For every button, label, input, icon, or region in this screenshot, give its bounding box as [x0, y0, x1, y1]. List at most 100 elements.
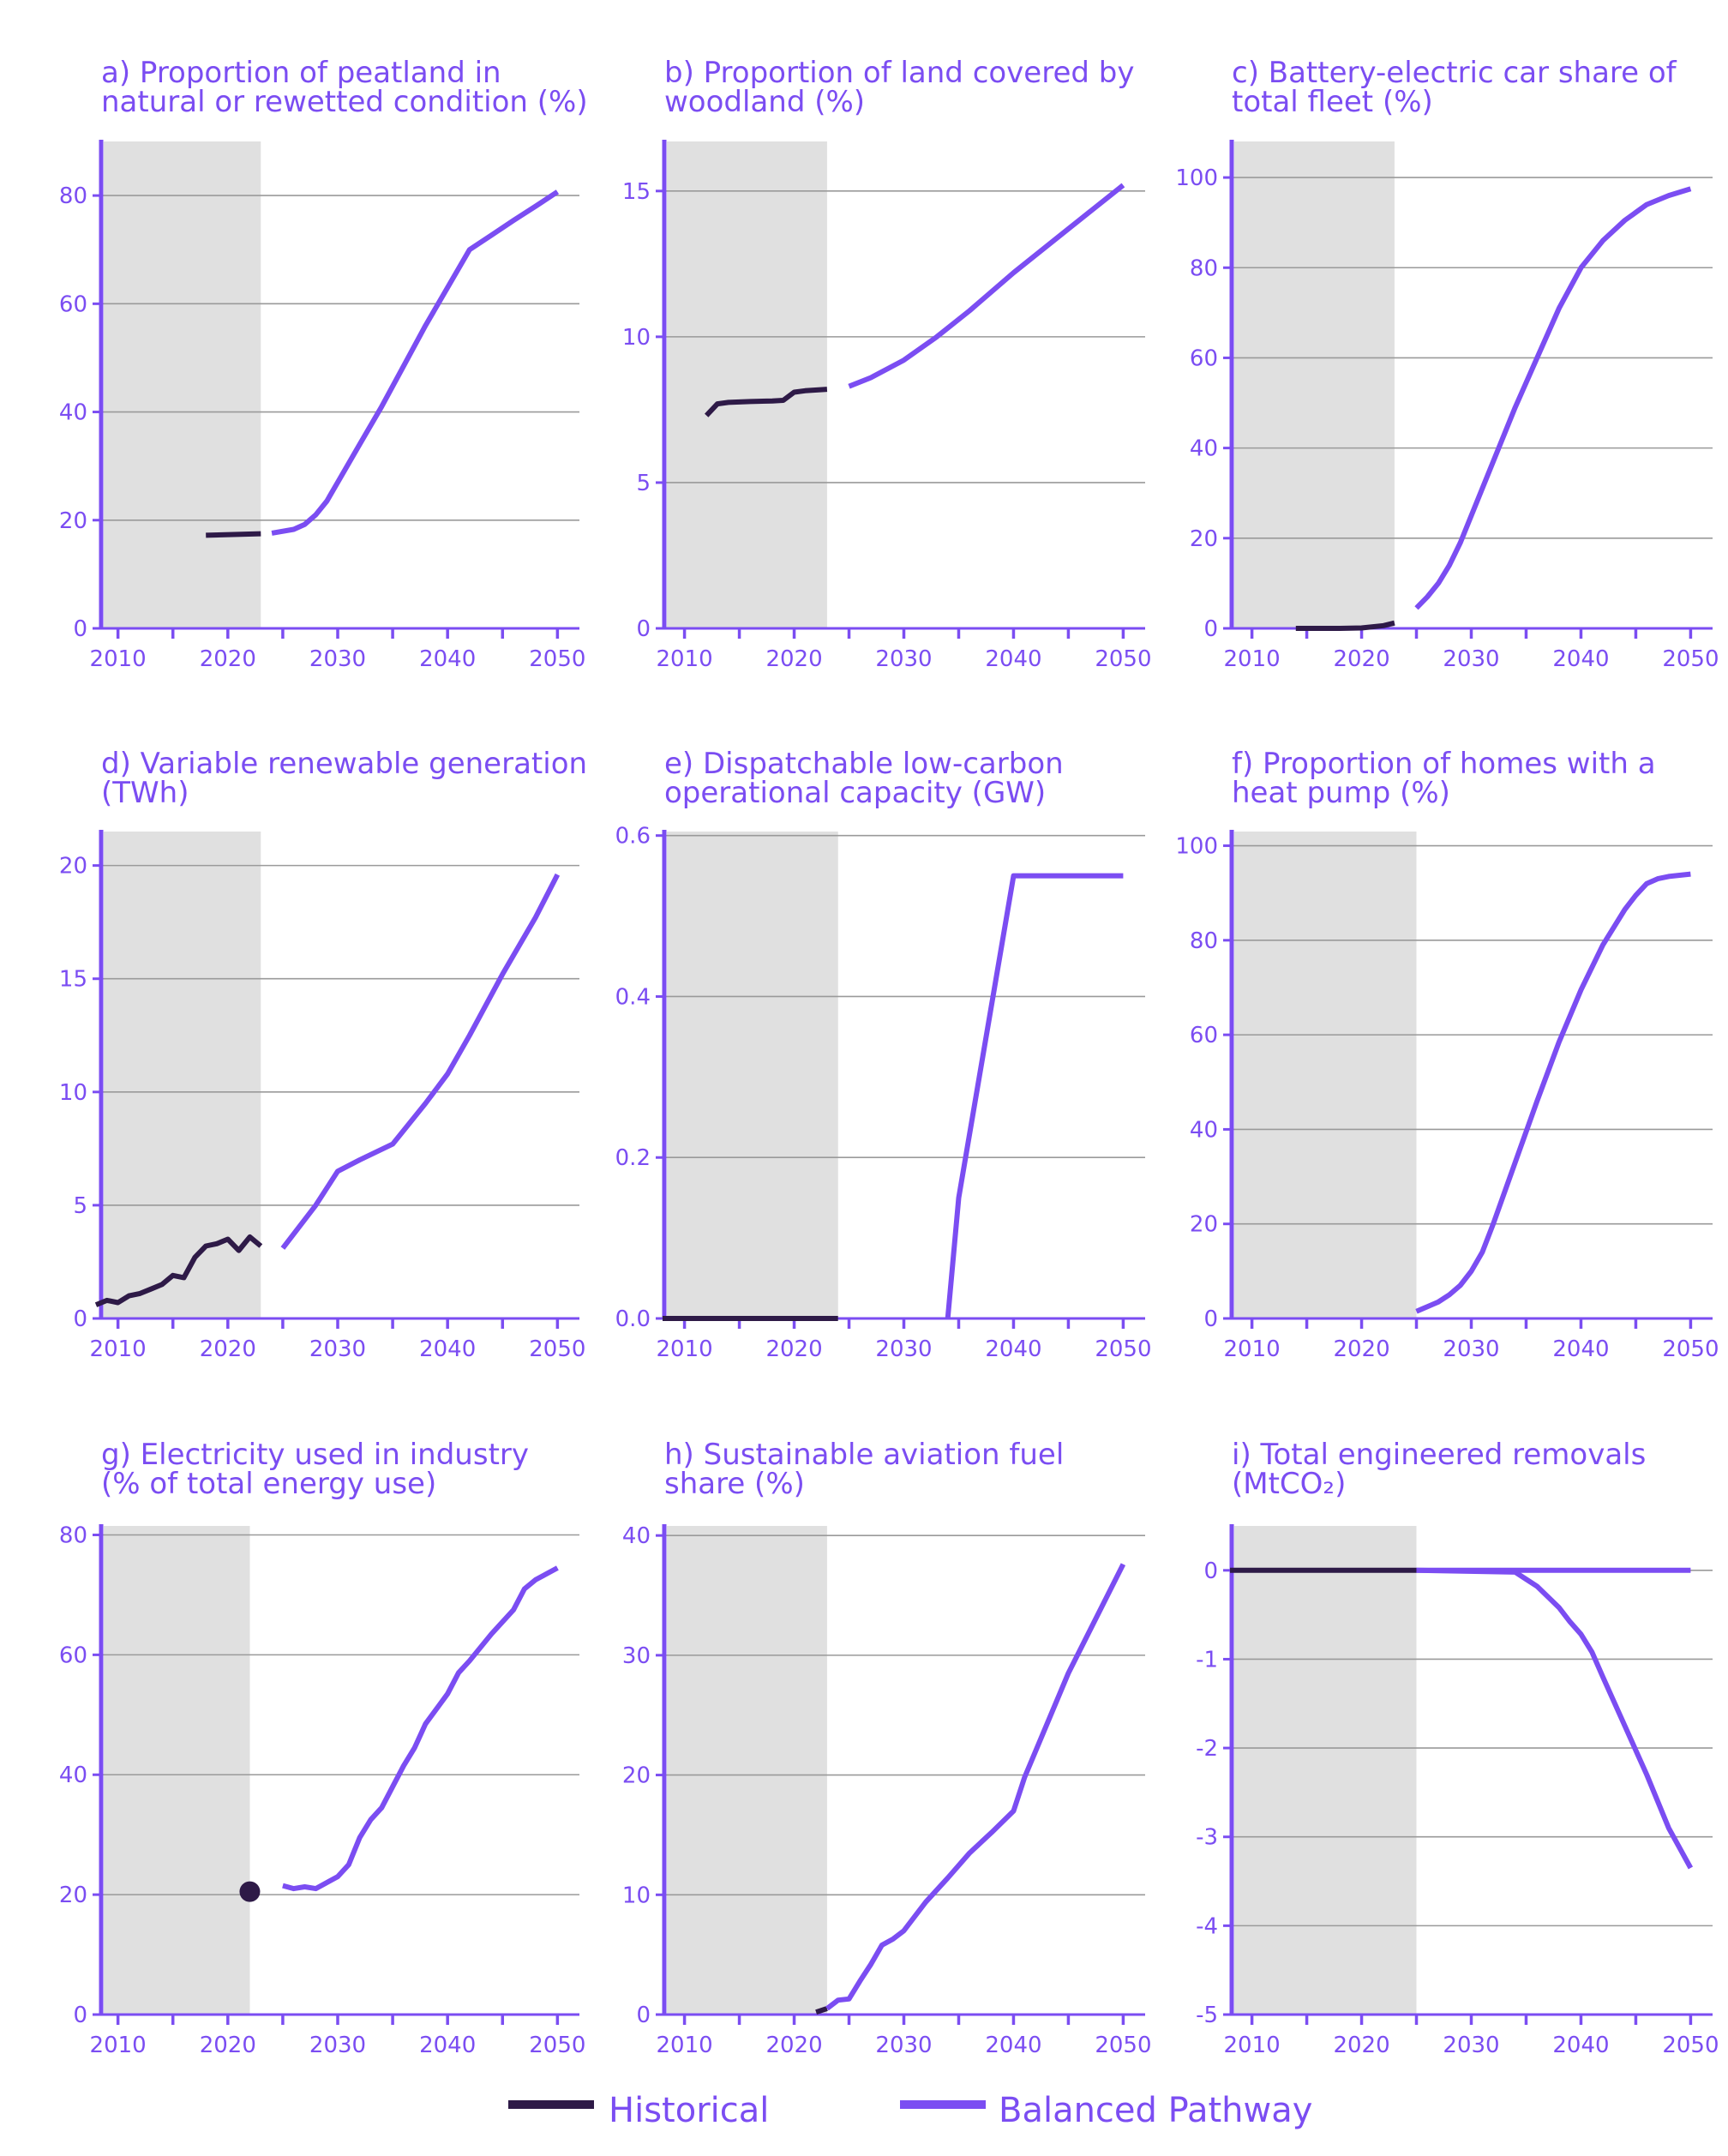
panel-b: 0 5 10 15 2010 2020 2030 2040 2050 b) Proportion … [622, 56, 1152, 672]
x-tick-label: 2010 [90, 646, 147, 672]
x-tick-label: 2020 [1333, 2033, 1389, 2058]
panel-title: d) Variable renewable generation [101, 747, 587, 781]
x-tick-label: 2040 [1552, 646, 1609, 672]
historical-line [705, 387, 828, 417]
x-tick-label: 2010 [90, 1336, 147, 1362]
historical-shade [104, 832, 261, 1318]
panel-title: h) Sustainable aviation fuel [664, 1438, 1064, 1472]
panel-title: natural or rewetted condition (%) [101, 85, 588, 119]
x-tick-label: 2030 [309, 646, 366, 672]
y-tick-label: 80 [1190, 255, 1218, 281]
y-tick-label: 40 [1190, 436, 1218, 462]
y-tick-label: 40 [622, 1523, 651, 1549]
historical-line [815, 2006, 828, 2015]
panel-title: woodland (%) [664, 85, 865, 119]
y-tick-label: 100 [1175, 165, 1218, 191]
x-tick-label: 2040 [985, 1336, 1041, 1362]
panel-title: a) Proportion of peatland in [101, 56, 501, 90]
historical-shade [1234, 832, 1417, 1318]
x-tick-label: 2010 [1224, 646, 1281, 672]
y-tick-label: 40 [1190, 1117, 1218, 1143]
y-tick-label: 15 [59, 967, 87, 993]
x-tick-label: 2030 [309, 2033, 366, 2058]
y-tick-label: 80 [1190, 928, 1218, 954]
pathway-line [280, 873, 561, 1250]
legend: Historical Balanced Pathway [508, 2091, 1312, 2130]
x-tick-label: 2030 [309, 1336, 366, 1362]
y-tick-label: 20 [622, 1763, 651, 1789]
x-tick-label: 2050 [1662, 2033, 1719, 2058]
x-tick-label: 2040 [419, 646, 476, 672]
historical-point [239, 1881, 261, 1902]
y-tick-label: 0 [73, 1306, 87, 1332]
legend-label: Historical [609, 2091, 769, 2130]
x-tick-label: 2040 [419, 1336, 476, 1362]
y-tick-label: 40 [59, 1763, 87, 1788]
panel-title: e) Dispatchable low-carbon [664, 747, 1064, 781]
y-tick-label: 0.6 [615, 824, 651, 850]
y-tick-label: 100 [1175, 834, 1218, 860]
y-tick-label: 0 [73, 616, 87, 642]
y-tick-label: 0 [1203, 616, 1218, 642]
x-tick-label: 2020 [765, 2033, 822, 2058]
historical-line [206, 531, 261, 538]
x-tick-label: 2010 [657, 2033, 713, 2058]
historical-shade [667, 1526, 827, 2015]
panel-title: (% of total energy use) [101, 1467, 436, 1501]
panel-i: -5 -4 -3 -2 -1 0 2010 2020 2030 2040 2050 i) Total … [1196, 1438, 1719, 2058]
x-tick-label: 2050 [1095, 646, 1151, 672]
historical-shade [1234, 1526, 1417, 2015]
x-tick-label: 2010 [1224, 1336, 1281, 1362]
pathway-line [1414, 186, 1692, 610]
x-tick-label: 2010 [1224, 2033, 1281, 2058]
x-tick-label: 2020 [200, 646, 256, 672]
y-tick-label: -3 [1196, 1825, 1218, 1851]
x-tick-label: 2050 [1095, 2033, 1151, 2058]
y-tick-label: 0.2 [615, 1145, 651, 1171]
y-tick-label: 0 [73, 2003, 87, 2028]
y-tick-label: 60 [1190, 1023, 1218, 1048]
x-tick-label: 2020 [1333, 646, 1389, 672]
x-tick-label: 2050 [529, 1336, 585, 1362]
y-tick-label: 5 [73, 1193, 87, 1219]
x-tick-label: 2040 [1552, 1336, 1609, 1362]
pathway-line [282, 1565, 559, 1892]
panel-title: c) Battery-electric car share of [1232, 56, 1677, 90]
y-tick-label: 10 [622, 1883, 651, 1908]
y-tick-label: 60 [59, 1643, 87, 1668]
y-tick-label: 0.4 [615, 984, 651, 1010]
x-tick-label: 2010 [657, 646, 713, 672]
panel-title: b) Proportion of land covered by [664, 56, 1134, 90]
y-tick-label: 0 [1203, 1558, 1218, 1584]
panel-title: (TWh) [101, 776, 189, 810]
historical-shade [667, 141, 827, 628]
y-tick-label: 10 [622, 325, 651, 351]
legend-label: Balanced Pathway [999, 2091, 1312, 2130]
x-tick-label: 2030 [875, 646, 932, 672]
pathway-line [825, 1563, 1126, 2011]
x-tick-label: 2030 [1443, 2033, 1499, 2058]
y-tick-label: 0 [636, 616, 651, 642]
y-tick-label: 60 [59, 291, 87, 317]
panel-e: 0.0 0.2 0.4 0.6 2010 2020 2030 2040 2050 e) Dispa… [615, 747, 1152, 1362]
y-tick-label: 20 [59, 1883, 87, 1908]
y-tick-label: 10 [59, 1080, 87, 1106]
y-tick-label: 20 [1190, 1212, 1218, 1238]
historical-shade [104, 1526, 250, 2015]
panel-title: share (%) [664, 1467, 805, 1501]
panel-title: f) Proportion of homes with a [1232, 747, 1656, 781]
x-tick-label: 2050 [1095, 1336, 1151, 1362]
x-tick-label: 2050 [529, 2033, 585, 2058]
x-tick-label: 2040 [419, 2033, 476, 2058]
x-tick-label: 2020 [765, 1336, 822, 1362]
pathway-line [271, 189, 560, 536]
x-tick-label: 2020 [200, 2033, 256, 2058]
x-tick-label: 2020 [765, 646, 822, 672]
historical-shade [1234, 141, 1395, 628]
x-tick-label: 2040 [1552, 2033, 1609, 2058]
